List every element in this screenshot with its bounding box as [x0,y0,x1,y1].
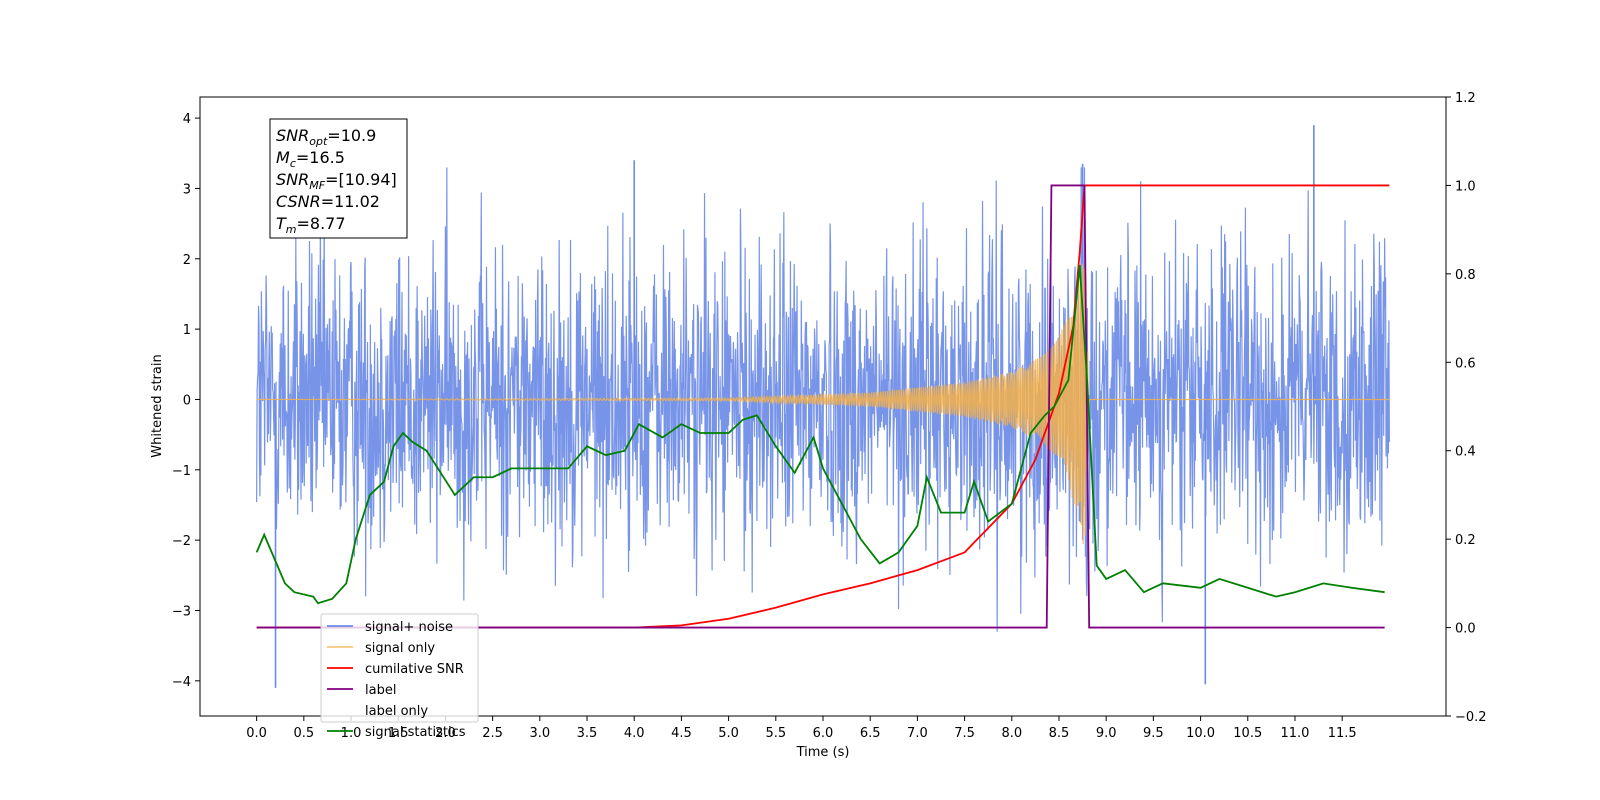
x-tick-label: 5.0 [718,726,739,741]
legend-item: label only [327,704,428,719]
legend-item: cumilative SNR [327,662,464,677]
annotation-line: SNRopt=10.9 [276,126,376,148]
x-tick-label: 3.5 [577,726,598,741]
x-tick-label: 8.0 [1001,726,1022,741]
x-tick-label: 10.0 [1186,726,1215,741]
annotation-line: CSNR=11.02 [276,192,380,211]
legend-label: label only [365,704,428,719]
x-tick-label: 4.5 [671,726,692,741]
annotation-line: Mc=16.5 [276,148,345,170]
y2-tick-label: −0.2 [1455,710,1487,725]
x-tick-label: 10.5 [1233,726,1262,741]
x-tick-label: 0.0 [246,726,267,741]
x-tick-label: 1.5 [388,726,409,741]
series-signal-only [256,263,1390,544]
legend-item: signal statistics [327,725,466,740]
legend-label: cumilative SNR [365,662,464,677]
x-tick-label: 1.0 [341,726,362,741]
annotation-line: Tm=8.77 [276,214,346,236]
x-tick-label: 0.5 [293,726,314,741]
legend-label: label [365,683,396,698]
x-axis-label: Time (s) [796,745,850,760]
y-tick-label: 2 [183,253,191,268]
series-signal-noise [256,167,1390,632]
legend: signal+ noise signal only cumilative SNR la… [320,613,479,740]
x-tick-label: 3.0 [529,726,550,741]
annotation-frame [269,118,408,239]
y-tick-label: 4 [183,112,191,127]
legend-item: signal only [327,641,435,656]
y2-tick-label: 1.0 [1455,179,1476,194]
y-tick-label: 0 [183,393,191,408]
y-tick-label: −2 [172,534,191,549]
y-tick-label: 1 [183,323,191,338]
y2-tick-label: 0.0 [1455,622,1476,637]
y2-tick-label: 0.4 [1455,445,1476,460]
legend-label: signal+ noise [365,620,453,635]
series-layer [255,125,1390,688]
x-tick-label: 6.0 [813,726,834,741]
x-tick-label: 11.0 [1280,726,1309,741]
y-tick-label: 3 [183,182,191,197]
y-tick-label: −4 [172,675,191,690]
y-tick-label: −3 [172,604,191,619]
y-tick-label: −1 [172,464,191,479]
legend-label: signal only [365,641,435,656]
annotation-box: SNRopt=10.9Mc=16.5SNRMF=[10.94]CSNR=11.0… [269,118,408,239]
x-tick-label: 2.0 [435,726,456,741]
y-axis-left: −4 −3 −2 −1 0 1 2 3 4 [172,112,200,690]
legend-item: label [327,683,396,698]
x-tick-label: 5.5 [765,726,786,741]
x-tick-label: 9.5 [1143,726,1164,741]
y2-tick-label: 0.8 [1455,268,1476,283]
series-signal-statistics [255,264,1385,605]
legend-frame [320,613,479,723]
legend-item: signal+ noise [327,620,453,635]
x-axis: 0.0 0.5 1.0 1.5 2.0 2.5 3.0 3.5 4.0 4.5 5.0 5.5 6.0 6… [246,716,1357,741]
y2-tick-label: 0.2 [1455,533,1476,548]
x-tick-label: 2.5 [482,726,503,741]
x-tick-label: 6.5 [860,726,881,741]
x-tick-label: 9.0 [1096,726,1117,741]
legend-label: signal statistics [365,725,466,740]
annotation-line: SNRMF=[10.94] [276,170,397,192]
y-axis-label: Whitened strain [150,354,165,457]
series-label [256,184,1385,629]
y-axis-right: −0.2 0.0 0.2 0.4 0.6 0.8 1.0 1.2 [1446,91,1487,725]
x-tick-label: 4.0 [624,726,645,741]
x-tick-label: 7.5 [954,726,975,741]
x-tick-label: 7.0 [907,726,928,741]
series-cumulative-snr [256,184,1390,629]
x-tick-label: 8.5 [1049,726,1070,741]
y2-tick-label: 0.6 [1455,356,1476,371]
y2-tick-label: 1.2 [1455,91,1476,106]
x-tick-label: 11.5 [1328,726,1357,741]
